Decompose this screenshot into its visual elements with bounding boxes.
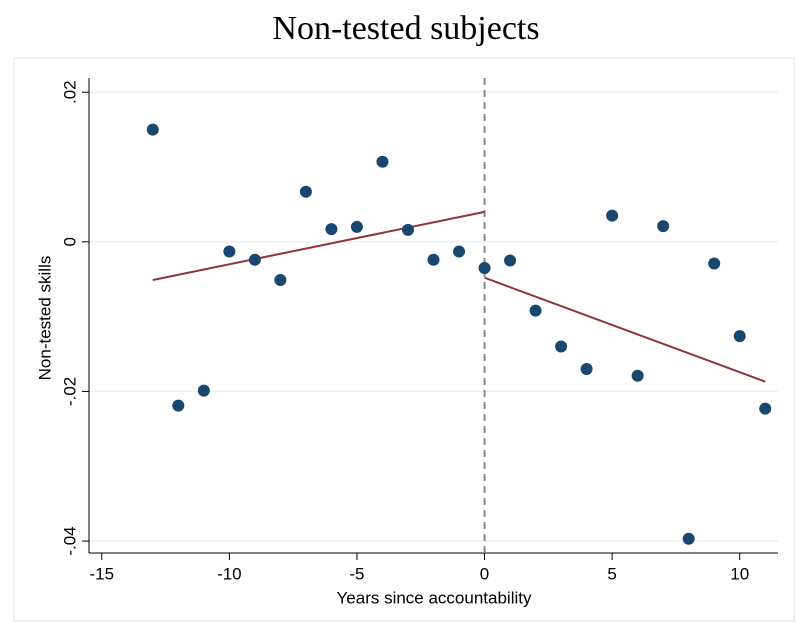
data-point <box>657 220 670 233</box>
y-tick-label: .02 <box>60 80 79 104</box>
data-point <box>223 245 236 258</box>
x-tick-label: 5 <box>607 564 616 583</box>
data-point <box>453 245 466 258</box>
data-point <box>631 369 644 382</box>
fit-line <box>152 210 485 281</box>
data-point <box>274 273 287 286</box>
x-tick-label: -10 <box>217 564 242 583</box>
data-point <box>555 340 568 353</box>
y-tick-label: -.04 <box>60 526 79 555</box>
data-point <box>478 262 491 274</box>
x-tick-label: 0 <box>480 564 489 583</box>
data-point <box>759 402 772 415</box>
x-tick-label: -5 <box>349 564 364 583</box>
data-point <box>427 253 440 266</box>
data-point <box>146 123 159 136</box>
data-point <box>299 185 312 198</box>
y-axis-label: Non-tested skills <box>35 256 54 381</box>
fit-line <box>484 276 766 383</box>
data-point <box>325 223 338 236</box>
data-point <box>172 399 185 412</box>
data-point <box>529 304 542 317</box>
data-point <box>606 209 619 222</box>
x-axis-label: Years since accountability <box>337 588 532 607</box>
data-point <box>376 155 389 168</box>
data-point <box>401 223 414 236</box>
data-point <box>197 384 210 397</box>
x-tick-label: 10 <box>730 564 749 583</box>
data-point <box>350 220 363 233</box>
y-tick-label: -.02 <box>60 377 79 406</box>
x-tick-label: -15 <box>89 564 114 583</box>
data-point <box>504 254 517 267</box>
data-point <box>733 330 746 343</box>
data-point <box>248 253 261 266</box>
y-tick-label: 0 <box>60 237 79 246</box>
chart-title: Non-tested subjects <box>272 10 539 47</box>
data-point <box>580 362 593 375</box>
data-point <box>682 532 695 545</box>
data-point <box>708 257 721 270</box>
chart-frame <box>13 57 795 622</box>
